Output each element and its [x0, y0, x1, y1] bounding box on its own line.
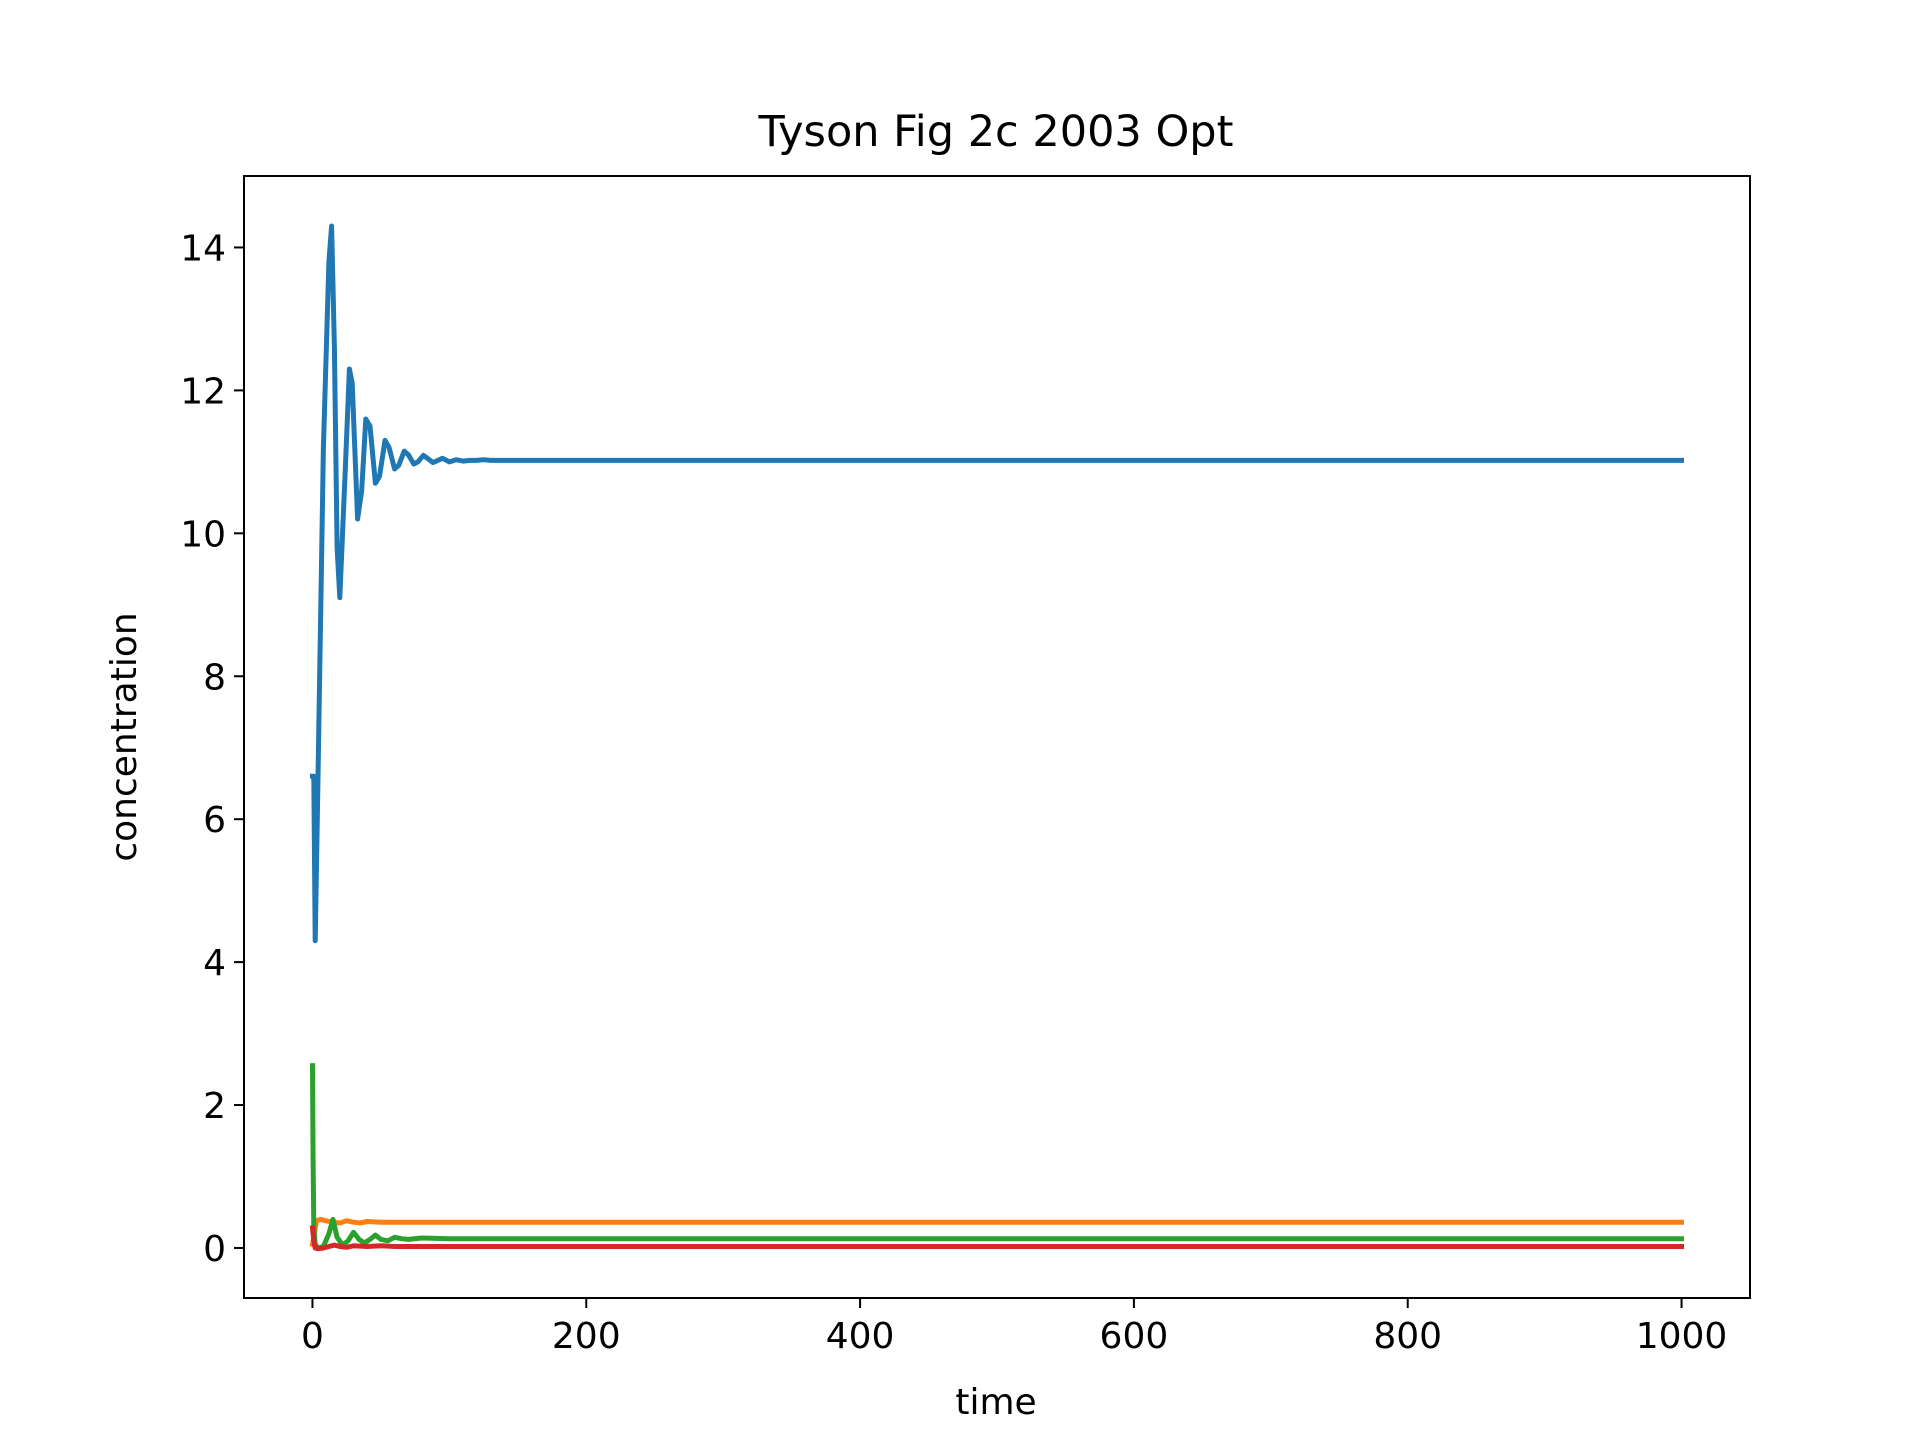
plot-lines — [309, 223, 1684, 1252]
chart-title: Tyson Fig 2c 2003 Opt — [758, 107, 1234, 157]
x-axis-ticks: 0 200 400 600 800 1000 — [301, 1298, 1727, 1357]
y-tick-label: 6 — [203, 800, 226, 841]
series-line-2 — [309, 1216, 1684, 1248]
y-tick-label: 8 — [203, 657, 226, 698]
plot-frame — [243, 175, 1751, 1299]
x-tick-label: 800 — [1373, 1316, 1442, 1357]
x-tick-label: 400 — [826, 1316, 895, 1357]
x-tick-label: 200 — [552, 1316, 621, 1357]
series-line-4 — [309, 1225, 1684, 1252]
y-tick-label: 14 — [180, 228, 226, 269]
x-axis-label: time — [955, 1382, 1036, 1423]
x-tick-label: 600 — [1100, 1316, 1169, 1357]
y-tick-label: 2 — [203, 1086, 226, 1127]
y-tick-label: 10 — [180, 514, 226, 555]
series-line-1 — [310, 223, 1684, 944]
y-axis-label: concentration — [104, 612, 145, 861]
x-tick-label: 0 — [301, 1316, 324, 1357]
y-tick-label: 0 — [203, 1229, 226, 1270]
x-tick-label: 1000 — [1636, 1316, 1728, 1357]
y-tick-label: 12 — [180, 371, 226, 412]
y-axis-ticks: 0 2 4 6 8 10 12 14 — [180, 228, 244, 1270]
y-tick-label: 4 — [203, 943, 226, 984]
